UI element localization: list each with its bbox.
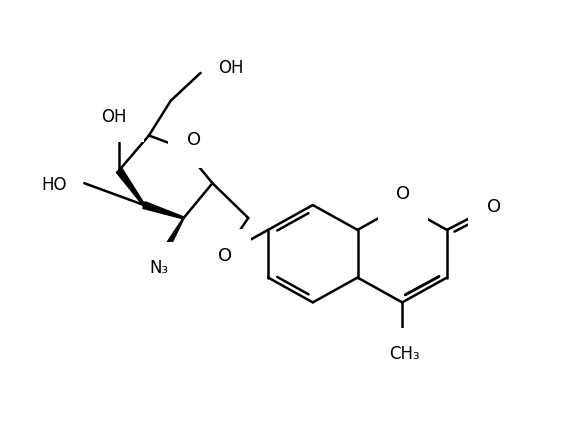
Text: OH: OH — [218, 59, 244, 77]
Polygon shape — [161, 218, 184, 254]
Text: O: O — [396, 185, 410, 203]
Text: O: O — [186, 132, 201, 149]
Text: OH: OH — [101, 108, 127, 126]
Text: HO: HO — [41, 176, 67, 194]
Polygon shape — [116, 168, 145, 206]
Text: O: O — [487, 198, 500, 216]
Text: CH₃: CH₃ — [389, 345, 420, 363]
Text: O: O — [218, 247, 233, 265]
Polygon shape — [143, 202, 184, 219]
Text: N₃: N₃ — [149, 259, 168, 277]
